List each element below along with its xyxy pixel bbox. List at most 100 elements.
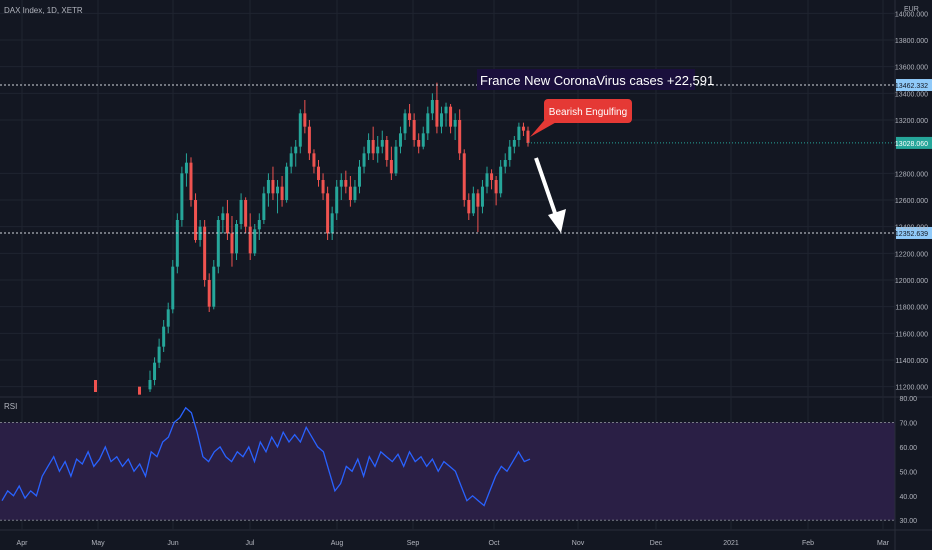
candle-body[interactable] [253,229,257,254]
candle-body[interactable] [439,113,443,127]
last-price-tag [896,136,932,149]
candle-body[interactable] [485,173,489,187]
candle-body[interactable] [503,160,507,167]
candle-body[interactable] [271,180,275,194]
candle-body[interactable] [166,309,170,327]
candle-body[interactable] [157,346,161,363]
candle-body[interactable] [175,220,179,267]
candle-body[interactable] [521,126,525,131]
candle-body[interactable] [385,140,389,160]
candle-body[interactable] [398,133,402,147]
candle-body[interactable] [376,146,380,154]
candle-body[interactable] [362,153,366,167]
candle-body[interactable] [462,153,466,200]
candle-body[interactable] [280,186,284,200]
candle-body[interactable] [294,146,298,154]
candle-body[interactable] [257,220,261,230]
candle-body[interactable] [449,106,453,127]
price-tick-label: 13200.000 [895,118,928,125]
candle-body[interactable] [444,106,448,114]
candle-body[interactable] [244,200,248,227]
candle-body[interactable] [153,362,157,380]
candle-body[interactable] [266,180,270,194]
candle-body[interactable] [225,213,229,234]
candle-body[interactable] [408,113,412,120]
rsi-line[interactable] [1,406,531,507]
candle-body[interactable] [330,213,334,234]
candle-body[interactable] [326,193,330,234]
candle-body[interactable] [367,140,371,154]
horizontal-levels[interactable]: 13462.332 12352.639 13028.060 [0,79,932,239]
candle-body[interactable] [458,120,462,154]
time-axis[interactable]: Apr May Jun Jul Aug Sep Oct Nov Dec 2021 Feb Mar [17,540,890,547]
rsi-title[interactable]: RSI [4,402,17,411]
candle-body[interactable] [239,200,243,224]
candle-body[interactable] [194,200,198,240]
candle-body[interactable] [289,153,293,167]
candle-body[interactable] [162,326,166,347]
candle-body[interactable] [312,153,316,167]
candle-body[interactable] [426,113,430,134]
candle-body[interactable] [494,180,498,194]
headline-text: France New CoronaVirus cases +22,591 [480,73,714,88]
candle-body[interactable] [307,126,311,154]
candle-body[interactable] [430,100,434,114]
candle-body[interactable] [207,280,211,307]
candle-body[interactable] [180,173,184,220]
candle-body[interactable] [508,146,512,160]
candle-body[interactable] [526,130,530,143]
candle-body[interactable] [221,213,225,220]
candlestick-series[interactable] [94,82,530,395]
candle-body[interactable] [171,266,175,310]
price-axis[interactable]: 11200.000 11400.000 11600.000 11800.000 1200… [894,0,928,550]
candle-body[interactable] [467,200,471,214]
candle-body[interactable] [138,386,141,395]
candle-body[interactable] [490,173,494,180]
time-tick-label: Mar [877,540,890,547]
candle-body[interactable] [148,380,152,390]
candle-body[interactable] [212,266,216,307]
candle-body[interactable] [403,113,407,134]
candle-body[interactable] [248,226,252,254]
candle-body[interactable] [353,186,357,200]
candle-body[interactable] [321,180,325,194]
candle-body[interactable] [216,220,220,267]
candle-body[interactable] [480,186,484,207]
candle-body[interactable] [235,224,239,254]
candle-body[interactable] [417,140,421,147]
candle-body[interactable] [276,186,280,194]
price-tick-label: 11800.000 [895,305,928,312]
candle-body[interactable] [262,193,266,220]
candle-body[interactable] [394,146,398,174]
candle-body[interactable] [303,113,307,127]
candle-body[interactable] [380,140,384,147]
candle-body[interactable] [389,160,393,174]
price-tick-label: 12400.000 [895,225,928,232]
candle-body[interactable] [412,120,416,140]
candle-body[interactable] [371,140,375,154]
candle-body[interactable] [184,162,188,174]
candle-body[interactable] [203,226,207,280]
candle-body[interactable] [357,166,361,187]
candle-body[interactable] [499,166,503,194]
candle-body[interactable] [435,100,439,127]
candle-body[interactable] [517,126,521,140]
candle-body[interactable] [317,166,321,180]
candle-body[interactable] [453,120,457,127]
candle-body[interactable] [189,162,193,200]
candle-body[interactable] [298,113,302,147]
candle-body[interactable] [421,133,425,147]
candle-body[interactable] [94,380,97,392]
candle-body[interactable] [339,180,343,187]
candle-body[interactable] [344,180,348,187]
candle-body[interactable] [471,193,475,214]
candle-body[interactable] [335,186,339,214]
candle-body[interactable] [348,186,352,200]
rsi-tick-label: 70.00 [899,420,917,427]
candle-body[interactable] [230,233,234,254]
symbol-label[interactable]: DAX Index, 1D, XETR [4,6,83,15]
candle-body[interactable] [476,193,480,207]
candle-body[interactable] [512,140,516,147]
candle-body[interactable] [285,166,289,200]
